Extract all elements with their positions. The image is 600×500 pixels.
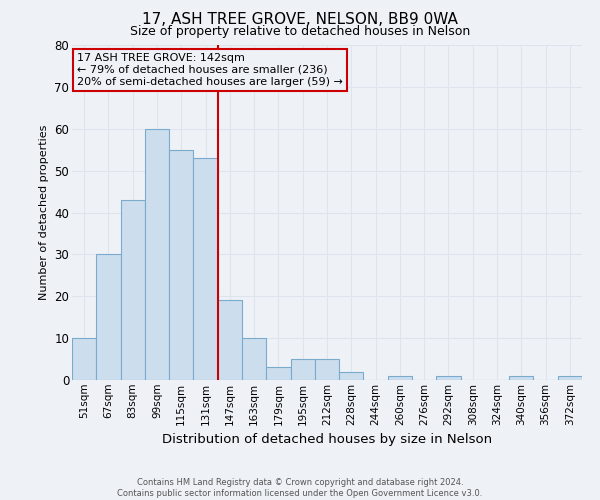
Bar [315,359,339,380]
Bar [290,359,315,380]
Bar [96,254,121,380]
Bar [558,376,582,380]
Bar [145,128,169,380]
Text: 17 ASH TREE GROVE: 142sqm
← 79% of detached houses are smaller (236)
20% of semi: 17 ASH TREE GROVE: 142sqm ← 79% of detac… [77,54,343,86]
Bar [339,372,364,380]
Bar [388,376,412,380]
X-axis label: Distribution of detached houses by size in Nelson: Distribution of detached houses by size … [162,433,492,446]
Text: Size of property relative to detached houses in Nelson: Size of property relative to detached ho… [130,24,470,38]
Bar [193,158,218,380]
Text: 17, ASH TREE GROVE, NELSON, BB9 0WA: 17, ASH TREE GROVE, NELSON, BB9 0WA [142,12,458,28]
Bar [218,300,242,380]
Y-axis label: Number of detached properties: Number of detached properties [39,125,49,300]
Bar [509,376,533,380]
Bar [169,150,193,380]
Bar [266,368,290,380]
Bar [242,338,266,380]
Text: Contains HM Land Registry data © Crown copyright and database right 2024.
Contai: Contains HM Land Registry data © Crown c… [118,478,482,498]
Bar [121,200,145,380]
Bar [436,376,461,380]
Bar [72,338,96,380]
